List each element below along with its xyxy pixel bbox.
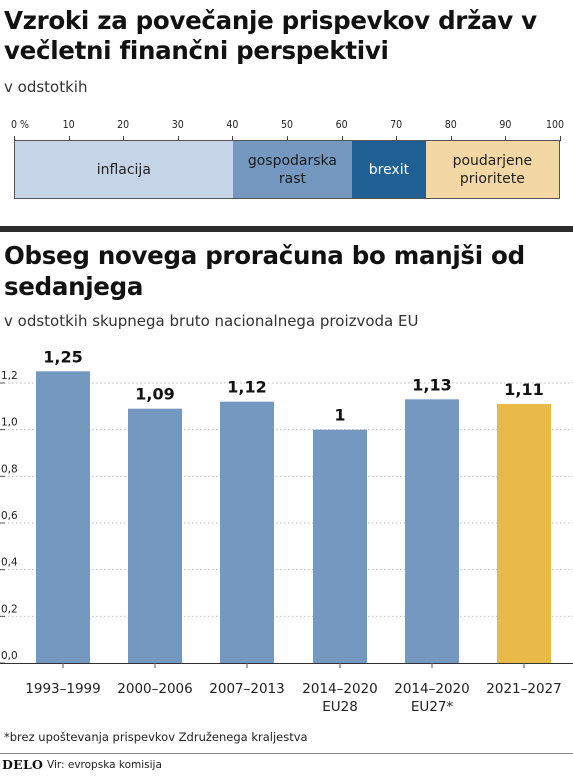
bar-5 (497, 404, 551, 663)
y-tick-label: 1,0 (1, 417, 18, 429)
bar-value-label: 1,25 (43, 347, 82, 366)
bar-value-label: 1,13 (412, 375, 451, 394)
chart2-subtitle: v odstotkih skupnega bruto nacionalnega … (4, 312, 419, 330)
chart1-tick-label: 70 (390, 119, 403, 131)
chart1-tick-label: 40 (226, 119, 239, 131)
x-category-label: 1993–1999 (25, 681, 100, 697)
chart1-axis-labels: 0 % 10 20 30 40 50 60 70 80 90 100 (0, 119, 573, 135)
stacked-segment-label: brexit (369, 161, 409, 179)
y-tick-label: 0,8 (1, 463, 18, 475)
stacked-segment-label: gospodarska rast (248, 152, 337, 188)
bar-value-label: 1,09 (135, 385, 174, 404)
stacked-segment-label: inflacija (97, 161, 151, 179)
source-note: Vir: evropska komisija (47, 759, 162, 771)
chart1-tick-mark (396, 136, 397, 141)
segment-label-line: rast (278, 170, 306, 187)
segment-label-line: poudarjene (452, 152, 533, 169)
chart1-tick-label: 20 (117, 119, 130, 131)
chart2-title: Obseg novega proračuna bo manjši od seda… (4, 241, 525, 301)
stacked-segment-gospodarska-rast: gospodarska rast (232, 141, 353, 198)
segment-label-line: brexit (368, 161, 410, 178)
x-category-label: EU28 (322, 699, 358, 715)
chart1-tick-mark (505, 136, 506, 141)
y-tick-label: 0,2 (1, 603, 18, 615)
stacked-bar: inflacija gospodarska rast brexit poudarjene… (14, 140, 560, 199)
segment-label-line: gospodarska (247, 152, 337, 169)
chart1-tick-mark (287, 136, 288, 141)
segment-label-line: inflacija (96, 161, 151, 178)
bar-1 (128, 408, 182, 663)
chart1-tick-label: 80 (444, 119, 457, 131)
bar-value-label: 1,12 (227, 378, 266, 397)
chart1-tick-mark (69, 136, 70, 141)
bar-3 (313, 429, 367, 663)
chart1-tick-mark (178, 136, 179, 141)
y-tick-label: 0,0 (1, 650, 18, 662)
chart1-tick-mark (451, 136, 452, 141)
bottom-rule (0, 753, 573, 754)
chart1-tick-mark (232, 136, 233, 141)
chart1-tick-label: 10 (62, 119, 75, 131)
bar-0 (36, 371, 90, 663)
stacked-segment-label: poudarjene prioritete (453, 152, 533, 188)
chart1-subtitle: v odstotkih (4, 78, 88, 96)
chart1-tick-mark (560, 136, 561, 141)
stacked-segment-poudarjene-prioritete: poudarjene prioritete (425, 141, 559, 198)
y-tick-label: 1,2 (1, 370, 18, 382)
stacked-segment-inflacija: inflacija (15, 141, 233, 198)
bar-4 (405, 399, 459, 663)
chart1-tick-mark (14, 136, 15, 141)
y-tick-label: 0,6 (1, 510, 18, 522)
chart1-tick-label: 60 (335, 119, 348, 131)
chart1-tick-label: 50 (280, 119, 294, 131)
budget-bar-chart: 0,0 0,2 0,4 0,6 0,8 1,0 1,2 1,25 1993–1999 1,09 20… (0, 347, 573, 715)
x-category-label: EU27* (411, 699, 454, 715)
x-category-label: 2000–2006 (117, 681, 192, 697)
x-category-label: 2007–2013 (209, 681, 284, 697)
x-category-label: 2014–2020 (394, 681, 469, 697)
publisher-logo: DELO (2, 757, 44, 772)
chart1-tick-label: 90 (499, 119, 512, 131)
footnote: *brez upoštevanja prispevkov Združenega … (4, 730, 308, 744)
bar-value-label: 1,11 (504, 380, 543, 399)
x-category-label: 2021–2027 (486, 681, 561, 697)
y-tick-label: 0,4 (1, 557, 18, 569)
chart1-tick-mark (342, 136, 343, 141)
bar-2 (220, 401, 274, 663)
chart1-axis-ticks (0, 136, 573, 141)
chart1-tick-label: 30 (171, 119, 184, 131)
chart1-tick-label: 100 (545, 119, 564, 131)
bar-value-label: 1 (334, 406, 345, 425)
stacked-segment-brexit: brexit (352, 141, 426, 198)
chart1-tick-mark (123, 136, 124, 141)
section-divider (0, 226, 573, 232)
x-category-label: 2014–2020 (302, 681, 377, 697)
chart1-title: Vzroki za povečanje prispevkov držav v v… (4, 6, 537, 65)
chart1-tick-label: 0 % (11, 119, 29, 131)
segment-label-line: prioritete (459, 170, 525, 187)
